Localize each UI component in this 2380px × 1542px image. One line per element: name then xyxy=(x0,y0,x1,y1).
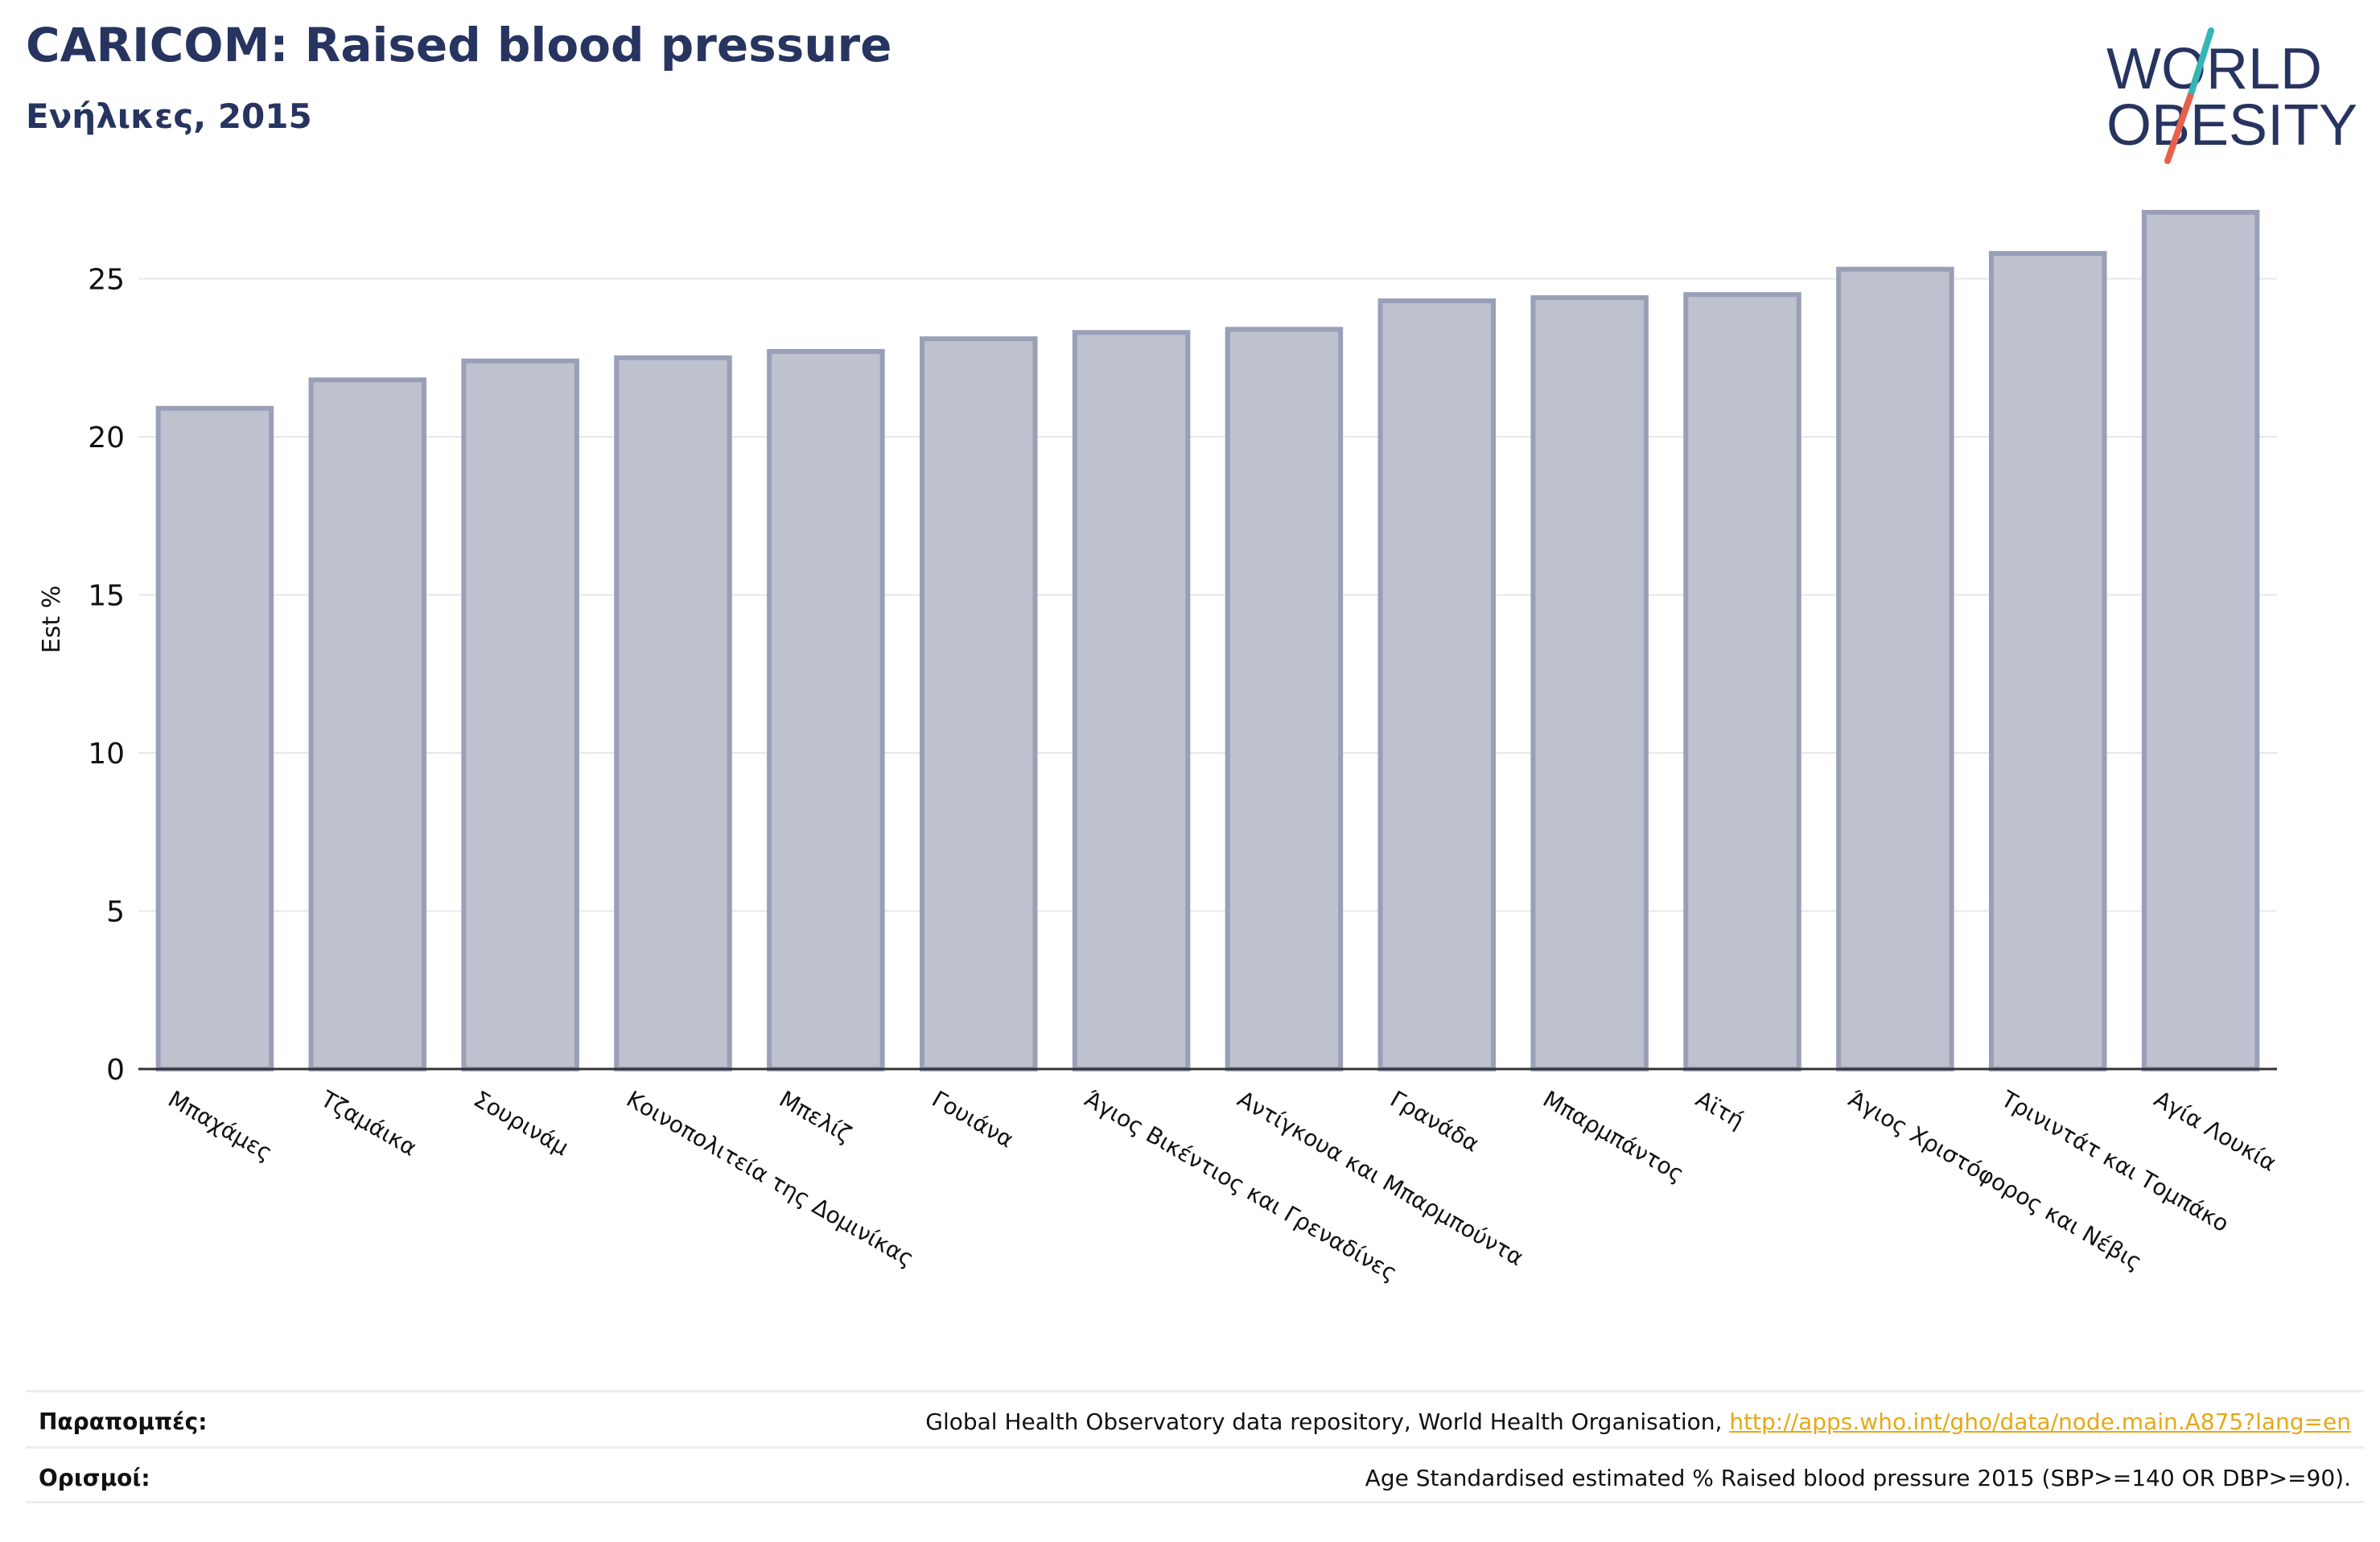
bar xyxy=(308,377,427,1071)
world-obesity-logo: WORLD OBESITY xyxy=(2106,27,2357,164)
grid-lines xyxy=(138,278,2277,912)
x-tick-label: Τζαμάικα xyxy=(315,1085,421,1162)
references-value: Global Health Observatory data repositor… xyxy=(925,1408,2351,1435)
references-row: Παραπομπές: Global Health Observatory da… xyxy=(26,1390,2364,1449)
y-axis-label: Est % xyxy=(38,586,66,653)
chart-title: CARICOM: Raised blood pressure xyxy=(26,18,892,72)
references-label: Παραπομπές: xyxy=(39,1408,208,1435)
logo-text-obesity: OBESITY xyxy=(2106,93,2357,158)
footer-divider xyxy=(26,1501,2364,1503)
y-tick-label: 25 xyxy=(88,264,125,297)
y-tick-label: 0 xyxy=(106,1054,125,1087)
y-tick-label: 15 xyxy=(88,580,125,613)
chart-subtitle: Ενήλικες, 2015 xyxy=(26,97,312,136)
bar xyxy=(767,348,885,1071)
definitions-row: Ορισμοί: Age Standardised estimated % Ra… xyxy=(26,1446,2364,1505)
definitions-label: Ορισμοί: xyxy=(39,1465,150,1491)
x-tick-label: Γρανάδα xyxy=(1386,1085,1484,1157)
x-tick-label: Άγιος Χριστόφορος και Νέβις xyxy=(1844,1085,2147,1275)
x-tick-label: Αγία Λουκία xyxy=(2150,1085,2281,1176)
x-tick-labels: Μπαχάμες Τζαμάικα Σουρινάμ Κοινοπολιτεία τη… xyxy=(163,1085,2280,1286)
bars xyxy=(155,209,2260,1072)
bar-chart: 0 5 10 15 20 25 Μπαχάμες Τζαμάικα Σουρινάμ Κοινο… xyxy=(38,209,2281,1286)
x-tick-label: Σουρινάμ xyxy=(469,1085,573,1161)
logo-text-world: WORLD xyxy=(2106,37,2322,101)
x-tick-label: Αϊτή xyxy=(1691,1085,1748,1133)
references-link[interactable]: http://apps.who.int/gho/data/node.main.A… xyxy=(1729,1408,2351,1435)
x-tick-label: Γουιάνα xyxy=(928,1085,1019,1153)
y-tick-label: 5 xyxy=(106,896,125,929)
x-tick-label: Κοινοπολιτεία της Δομινίκας xyxy=(622,1085,919,1272)
bar xyxy=(1530,295,1649,1071)
bar xyxy=(1836,266,1954,1071)
x-tick-label: Άγιος Βικέντιος και Γρεναδίνες xyxy=(1081,1085,1402,1286)
y-tick-label: 20 xyxy=(88,421,125,454)
bar xyxy=(155,405,274,1071)
y-tick-label: 10 xyxy=(88,738,125,771)
bar xyxy=(461,358,579,1071)
references-text: Global Health Observatory data repositor… xyxy=(925,1408,1730,1435)
bar xyxy=(1377,298,1497,1071)
definitions-value: Age Standardised estimated % Raised bloo… xyxy=(1365,1465,2351,1491)
bar xyxy=(1225,327,1344,1071)
x-tick-label: Μπελίζ xyxy=(775,1085,856,1147)
bar xyxy=(2141,209,2260,1072)
bar xyxy=(1683,292,1801,1071)
bar xyxy=(1988,251,2107,1071)
x-tick-label: Αντίγκουα και Μπαρμπούντα xyxy=(1233,1085,1528,1271)
y-tick-labels: 0 5 10 15 20 25 xyxy=(88,264,125,1088)
bar xyxy=(614,355,732,1071)
x-tick-label: Μπαρμπάντος xyxy=(1538,1085,1689,1187)
logo-slash-red-icon xyxy=(2164,93,2193,164)
bar xyxy=(919,336,1038,1072)
x-tick-label: Μπαχάμες xyxy=(163,1085,277,1166)
logo-slash-teal-icon xyxy=(2187,27,2214,100)
bar xyxy=(1072,330,1191,1071)
